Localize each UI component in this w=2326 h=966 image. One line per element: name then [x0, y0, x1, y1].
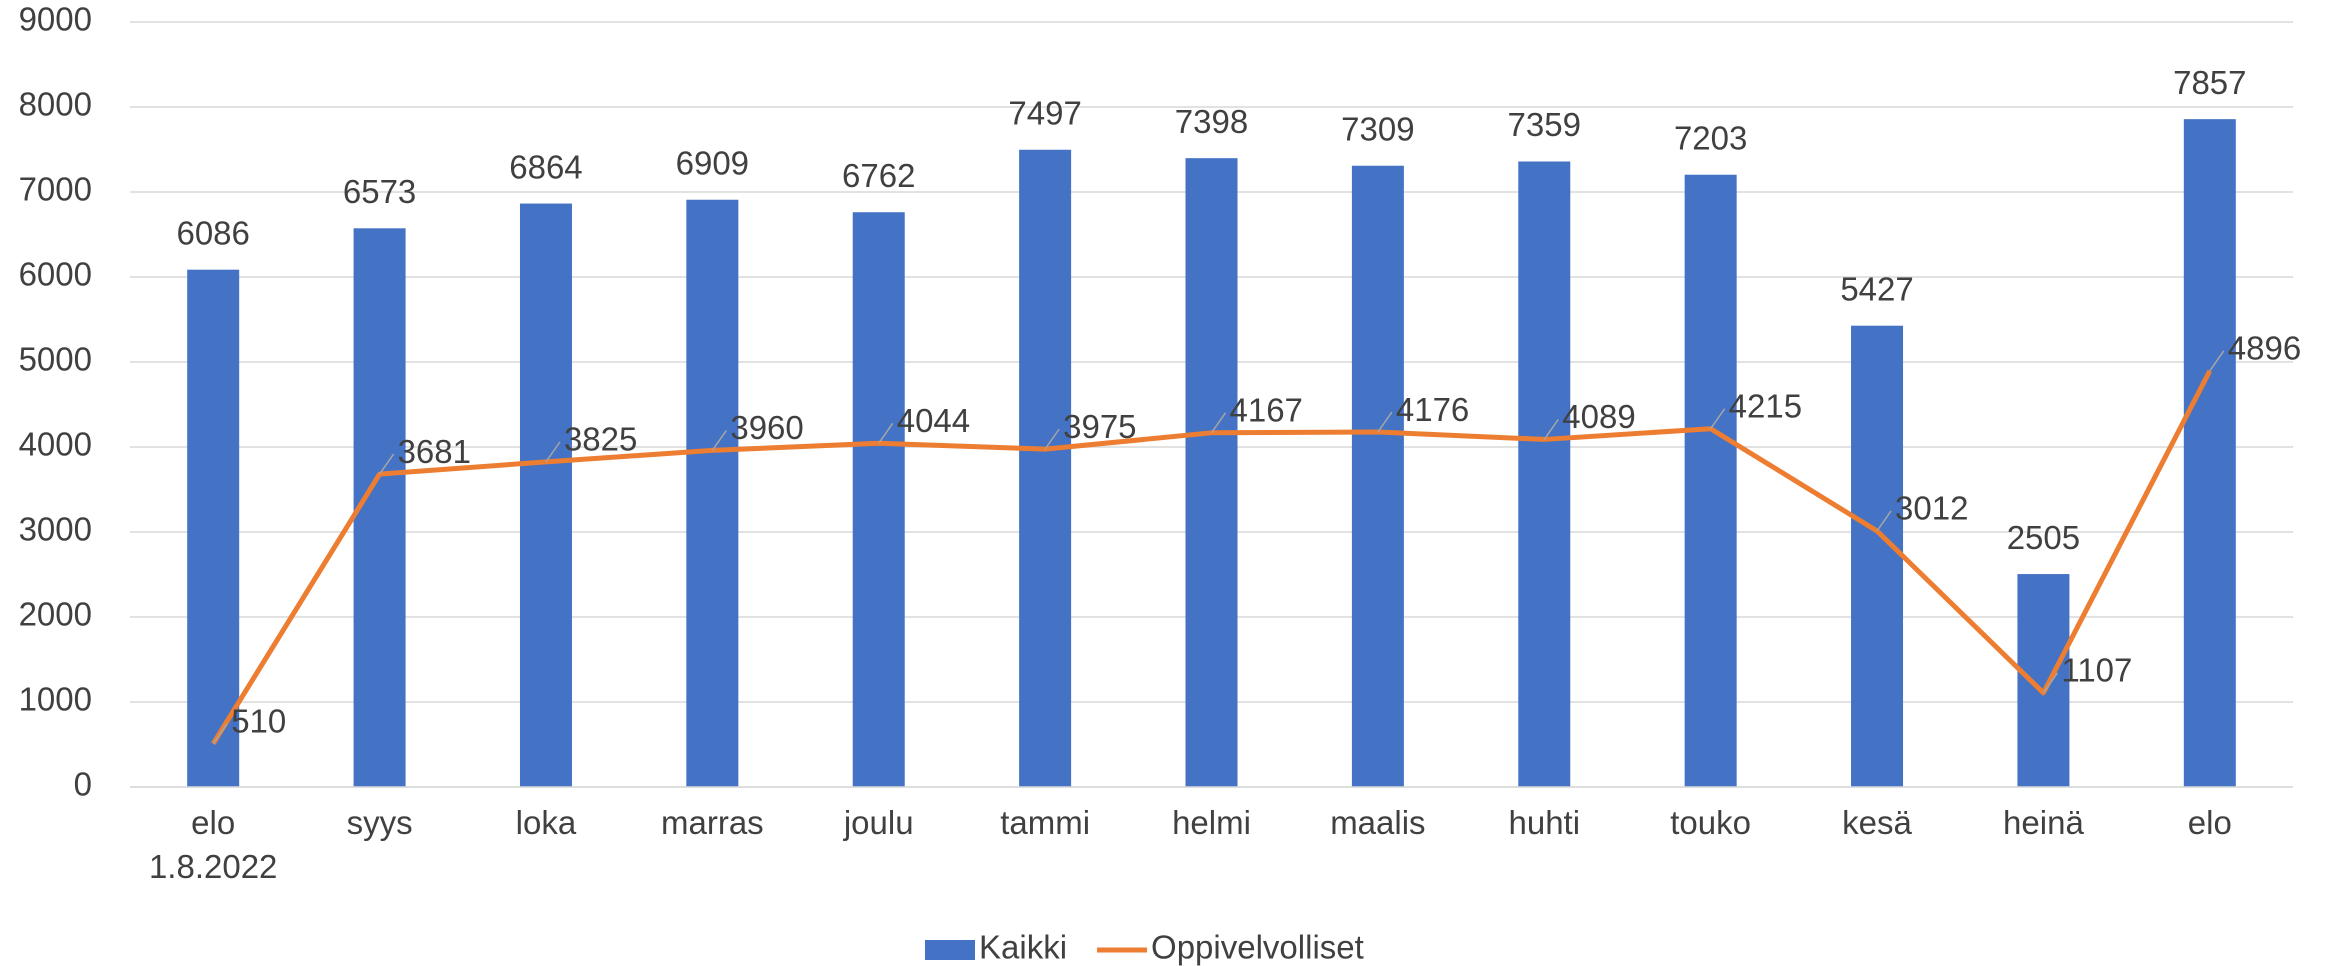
leader-line: [878, 422, 894, 444]
bar-value-label: 5427: [1840, 270, 1913, 307]
x-tick-label: kesä: [1842, 804, 1912, 841]
bar-value-label: 2505: [2007, 519, 2080, 556]
x-tick-label: maalis: [1330, 804, 1426, 841]
bar-value-label: 7857: [2173, 64, 2246, 101]
bar-value-label: 6573: [343, 173, 416, 210]
leader-line: [1876, 510, 1892, 532]
legend-swatch: [925, 940, 975, 960]
bar-value-label: 6909: [676, 144, 749, 181]
x-tick-label: joulu: [843, 804, 914, 841]
bar: [1019, 149, 1072, 787]
line-value-label: 4167: [1230, 392, 1303, 429]
leader-line: [212, 723, 228, 745]
line-value-label: 3960: [730, 409, 803, 446]
x-tick-label: huhti: [1508, 804, 1581, 841]
y-tick-label: 5000: [19, 341, 92, 378]
leader-line: [1377, 411, 1393, 433]
leader-line: [1210, 412, 1227, 434]
x-tick-label: tammi: [1000, 804, 1091, 841]
bar: [353, 228, 406, 788]
bar: [2183, 119, 2236, 787]
leader-line: [1543, 419, 1559, 440]
leader-line: [1044, 428, 1060, 450]
bar-value-label: 7309: [1341, 110, 1414, 147]
line-value-label: 510: [231, 702, 286, 739]
bar: [1518, 161, 1571, 788]
line-value-label: 4044: [897, 402, 970, 439]
y-tick-label: 9000: [19, 1, 92, 38]
bar-value-label: 7398: [1175, 103, 1248, 140]
y-tick-label: 3000: [19, 511, 92, 548]
leader-line: [1710, 408, 1726, 430]
bar: [1185, 158, 1238, 788]
x-tick-label: syys: [346, 804, 413, 841]
y-tick-label: 1000: [19, 681, 92, 718]
y-tick-label: 4000: [19, 426, 92, 463]
x-tick-label: loka: [515, 804, 577, 841]
bar: [1684, 174, 1737, 787]
line-value-label: 4896: [2228, 330, 2301, 367]
line-value-label: 3825: [564, 421, 637, 458]
y-tick-label: 6000: [19, 256, 92, 293]
leader-line: [545, 441, 561, 463]
bar: [686, 199, 739, 788]
bar-value-label: 6086: [176, 214, 249, 251]
bar: [852, 212, 905, 788]
x-tick-label: marras: [661, 804, 764, 841]
bar: [1351, 165, 1404, 788]
bar-value-label: 7359: [1508, 106, 1581, 143]
line-value-label: 3975: [1063, 408, 1136, 445]
x-tick-label: heinä: [2003, 804, 2084, 841]
y-tick-label: 2000: [19, 596, 92, 633]
bar-value-label: 6762: [842, 157, 915, 194]
line-value-label: 4215: [1729, 387, 1802, 424]
y-tick-label: 8000: [19, 86, 92, 123]
line-value-label: 3681: [398, 433, 471, 470]
y-tick-label: 7000: [19, 171, 92, 208]
leader-line: [2209, 350, 2225, 372]
bar: [2017, 574, 2070, 787]
bar-value-label: 7203: [1674, 119, 1747, 156]
x-tick-label: touko: [1670, 804, 1751, 841]
bar-value-label: 7497: [1008, 94, 1081, 131]
leader-line: [378, 453, 395, 475]
line-value-label: 3012: [1895, 490, 1968, 527]
leader-line: [711, 429, 727, 451]
legend-label: Oppivelvolliset: [1151, 929, 1364, 966]
x-tick-label: elo: [2187, 804, 2232, 841]
x-tick-label: elo 1.8.2022: [148, 804, 278, 885]
bar: [1851, 325, 1904, 787]
leader-line: [2042, 672, 2059, 694]
bar: [519, 203, 572, 787]
bar: [187, 269, 240, 787]
y-tick-label: 0: [74, 766, 92, 803]
line-value-label: 1107: [2061, 652, 2132, 689]
legend-label: Kaikki: [979, 929, 1067, 966]
line-value-label: 4176: [1396, 391, 1469, 428]
bar-value-label: 6864: [509, 148, 582, 185]
x-tick-label: helmi: [1172, 804, 1251, 841]
line-value-label: 4089: [1562, 398, 1635, 435]
